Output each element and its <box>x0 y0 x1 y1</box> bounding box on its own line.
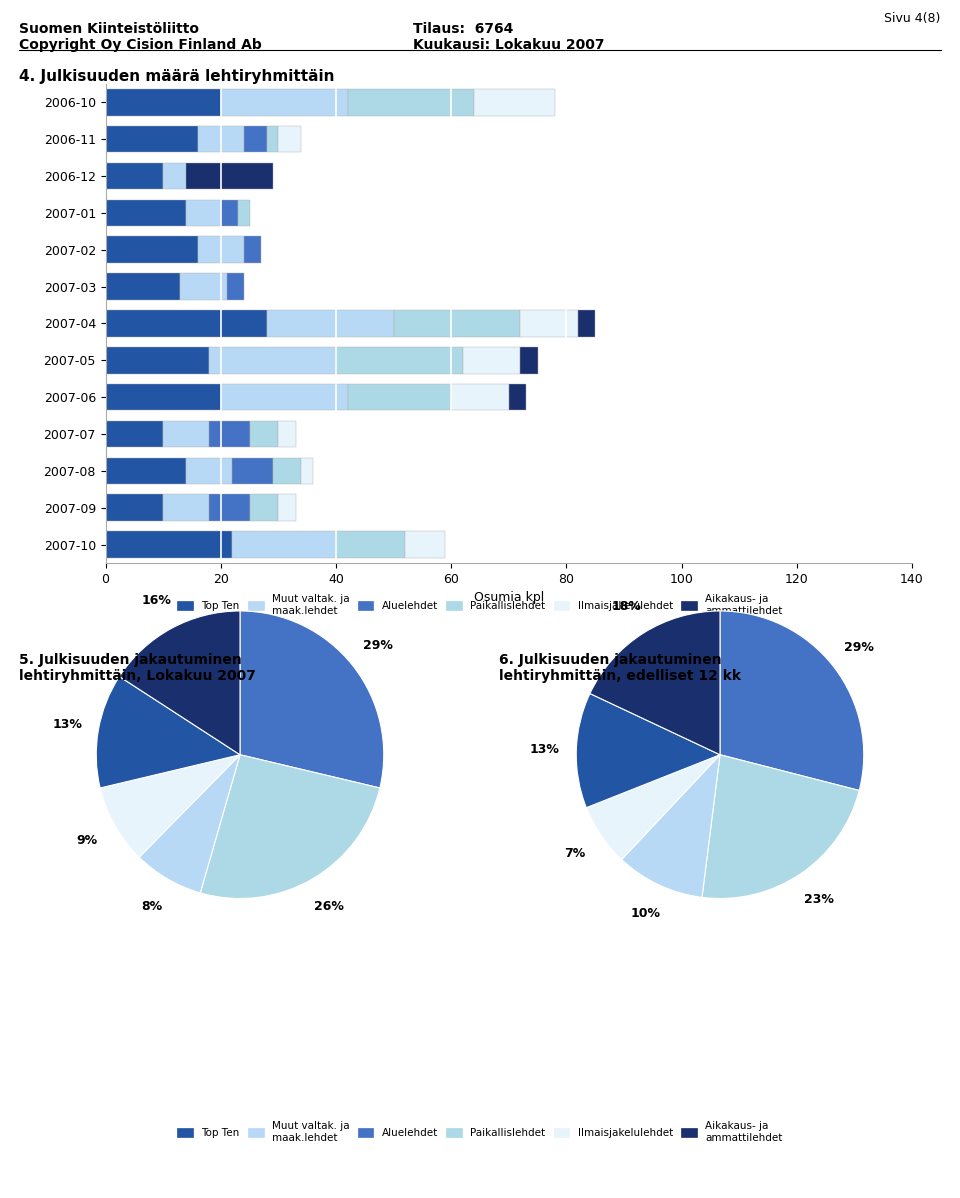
Text: 8%: 8% <box>141 900 162 913</box>
Wedge shape <box>240 611 384 788</box>
Bar <box>221 383 348 411</box>
Bar <box>106 495 163 521</box>
Wedge shape <box>621 755 720 897</box>
Bar <box>106 420 163 447</box>
Bar <box>186 200 221 226</box>
Bar <box>520 310 578 337</box>
Bar <box>232 532 336 558</box>
Text: 4. Julkisuuden määrä lehtiryhmittäin: 4. Julkisuuden määrä lehtiryhmittäin <box>19 69 335 85</box>
Bar <box>209 420 250 447</box>
Bar <box>106 532 232 558</box>
Bar <box>336 347 463 374</box>
Bar <box>106 347 209 374</box>
Bar <box>520 347 538 374</box>
Bar <box>198 236 244 264</box>
Bar <box>244 236 261 264</box>
Bar <box>278 126 301 152</box>
Bar <box>238 200 250 226</box>
Text: 13%: 13% <box>530 743 560 756</box>
Text: 6. Julkisuuden jakautuminen
lehtiryhmittäin, edelliset 12 kk: 6. Julkisuuden jakautuminen lehtiryhmitt… <box>499 653 741 683</box>
Legend: Top Ten, Muut valtak. ja
maak.lehdet, Aluelehdet, Paikallislehdet, Ilmaisjakelul: Top Ten, Muut valtak. ja maak.lehdet, Al… <box>178 594 782 616</box>
Bar <box>163 420 209 447</box>
Text: 7%: 7% <box>564 847 586 860</box>
Bar <box>106 273 180 300</box>
Bar <box>301 458 313 484</box>
Bar <box>209 347 336 374</box>
Bar <box>163 163 186 189</box>
Bar <box>106 126 198 152</box>
Bar <box>209 495 250 521</box>
Bar <box>474 89 555 115</box>
Bar <box>273 458 301 484</box>
Wedge shape <box>119 611 240 755</box>
Bar <box>348 89 474 115</box>
Bar <box>106 89 221 115</box>
Wedge shape <box>100 755 240 858</box>
Wedge shape <box>587 755 720 859</box>
Text: 10%: 10% <box>631 907 660 920</box>
Bar <box>451 383 509 411</box>
Wedge shape <box>576 694 720 807</box>
Bar <box>163 495 209 521</box>
Text: Tilaus:  6764: Tilaus: 6764 <box>413 22 514 36</box>
Bar <box>578 310 595 337</box>
Bar <box>221 200 238 226</box>
Wedge shape <box>139 755 240 893</box>
Bar <box>106 236 198 264</box>
Bar <box>106 310 267 337</box>
Bar <box>278 420 296 447</box>
Wedge shape <box>720 611 864 791</box>
Text: 29%: 29% <box>844 641 874 654</box>
Bar <box>405 532 445 558</box>
Bar <box>278 495 296 521</box>
Bar <box>267 310 394 337</box>
Bar <box>106 200 186 226</box>
Wedge shape <box>590 611 720 755</box>
Bar <box>348 383 451 411</box>
Bar <box>198 126 244 152</box>
Text: 16%: 16% <box>141 594 171 607</box>
Text: 13%: 13% <box>52 719 83 732</box>
Bar <box>509 383 526 411</box>
Bar <box>336 532 405 558</box>
Bar <box>463 347 520 374</box>
Bar <box>221 89 348 115</box>
Text: Sivu 4(8): Sivu 4(8) <box>884 12 941 25</box>
Bar <box>232 458 273 484</box>
Bar <box>180 273 227 300</box>
Bar <box>267 126 278 152</box>
Text: 23%: 23% <box>804 894 833 907</box>
Text: 26%: 26% <box>314 900 344 913</box>
Bar <box>106 163 163 189</box>
X-axis label: Osumia kpl: Osumia kpl <box>473 592 544 604</box>
Bar <box>186 458 232 484</box>
Bar <box>394 310 520 337</box>
Wedge shape <box>201 755 380 898</box>
Text: 29%: 29% <box>363 640 393 653</box>
Text: Copyright Oy Cision Finland Ab: Copyright Oy Cision Finland Ab <box>19 38 262 53</box>
Bar <box>106 383 221 411</box>
Wedge shape <box>96 677 240 788</box>
Bar <box>250 420 278 447</box>
Bar <box>227 273 244 300</box>
Bar <box>250 495 278 521</box>
Text: 9%: 9% <box>77 834 98 847</box>
Bar <box>186 163 273 189</box>
Text: 18%: 18% <box>612 600 641 613</box>
Text: Kuukausi: Lokakuu 2007: Kuukausi: Lokakuu 2007 <box>413 38 604 53</box>
Bar <box>106 458 186 484</box>
Wedge shape <box>702 755 859 898</box>
Text: Suomen Kiinteistöliitto: Suomen Kiinteistöliitto <box>19 22 200 36</box>
Legend: Top Ten, Muut valtak. ja
maak.lehdet, Aluelehdet, Paikallislehdet, Ilmaisjakelul: Top Ten, Muut valtak. ja maak.lehdet, Al… <box>178 1121 782 1143</box>
Bar <box>244 126 267 152</box>
Text: 5. Julkisuuden jakautuminen
lehtiryhmittäin, Lokakuu 2007: 5. Julkisuuden jakautuminen lehtiryhmitt… <box>19 653 256 683</box>
